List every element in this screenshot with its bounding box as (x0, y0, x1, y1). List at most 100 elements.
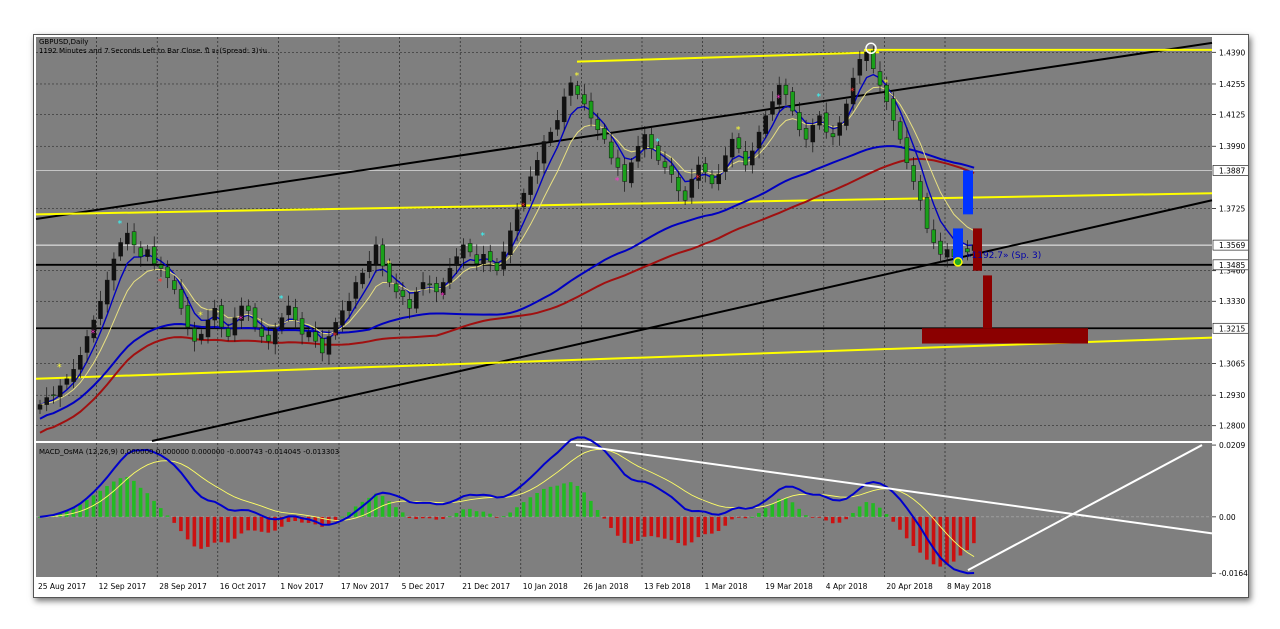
chart-canvas[interactable]: * * * * * * * * * * * * * * * * * * * * * 1.4390 1.4255 1.4125… (34, 35, 1248, 597)
candle-body (286, 305, 291, 316)
macd-hist-bar (508, 512, 512, 517)
y-tick-label: 1.3460 (1219, 267, 1245, 276)
target-zones (865, 42, 1088, 344)
candle-body (588, 100, 594, 119)
macd-hist-bar (669, 516, 674, 541)
macd-hist-bar (763, 508, 768, 517)
macd-hist-bar (710, 516, 714, 534)
candle-body (642, 134, 648, 150)
candle-body (51, 394, 56, 396)
candle-body (91, 319, 97, 339)
macd-panel[interactable] (36, 443, 1212, 577)
signal-star: * (118, 220, 123, 230)
signal-star: * (884, 79, 889, 89)
candle-body (938, 240, 943, 255)
y-tick-label: 1.3330 (1219, 297, 1245, 306)
macd-hist-bar (528, 497, 533, 517)
candle-body (333, 322, 338, 336)
candle-body (770, 101, 775, 115)
macd-hist-bar (945, 516, 949, 565)
macd-hist-bar (696, 516, 701, 538)
candle-body (844, 103, 849, 126)
candle-body (629, 162, 634, 184)
macd-hist-bar (293, 516, 297, 522)
macd-hist-bar (642, 516, 647, 537)
candle-body (205, 319, 211, 338)
candle-body (125, 232, 130, 245)
candle-body (407, 299, 412, 309)
macd-hist-bar (810, 516, 815, 518)
red-target-1 (973, 228, 982, 271)
level-tag (1212, 165, 1248, 176)
level-label: 1.3569 (1219, 241, 1245, 250)
macd-hist-bar (206, 516, 210, 547)
candle-body (279, 317, 285, 330)
candle-body (299, 318, 305, 335)
level-label: 1.3485 (1219, 261, 1245, 270)
candle-body (380, 244, 385, 267)
y-tick-label: 1.3990 (1219, 142, 1245, 151)
candle-body (212, 308, 217, 321)
candle-body (729, 138, 735, 158)
candle-body (467, 243, 473, 253)
macd-hist-bar (78, 504, 82, 517)
x-tick-label: 25 Aug 2017 (38, 582, 86, 591)
candle-body (481, 254, 486, 264)
candle-body (84, 336, 90, 353)
macd-hist-bar (58, 512, 62, 517)
candle-body (582, 94, 587, 105)
macd-hist-bar (716, 516, 721, 532)
macd-hist-bar (447, 516, 452, 518)
signal-star: * (91, 329, 96, 339)
macd-indicator (36, 436, 1213, 575)
candles (37, 45, 977, 414)
x-tick-label: 12 Sep 2017 (99, 582, 147, 591)
macd-hist-bar (461, 509, 465, 517)
signal-star: * (521, 202, 526, 212)
macd-hist-bar (918, 516, 922, 553)
candle-body (367, 261, 372, 272)
candle-body (145, 249, 150, 257)
macd-hist-bar (743, 516, 748, 519)
y-tick-label: 1.4255 (1219, 80, 1245, 89)
candle-body (918, 181, 923, 201)
candle-body (548, 131, 553, 142)
signal-star: * (776, 94, 781, 104)
macd-hist-bar (582, 492, 586, 517)
price-panel[interactable] (36, 37, 1212, 441)
current-price-marker (953, 257, 963, 267)
x-tick-label: 17 Nov 2017 (341, 582, 389, 591)
macd-hist-bar (750, 516, 754, 518)
macd-hist-bar (125, 477, 129, 517)
macd-hist-bar (609, 516, 613, 528)
candle-body (239, 305, 244, 321)
candle-body (528, 176, 533, 195)
macd-hist-bar (736, 516, 741, 518)
macd-y-tick-label: -0.01640 (1219, 569, 1248, 578)
macd-hist-bar (562, 483, 566, 517)
macd-hist-bar (656, 516, 660, 538)
signal-star: * (440, 291, 445, 301)
macd-hist-bar (394, 507, 398, 517)
candle-body (877, 71, 883, 86)
candle-body (293, 307, 298, 321)
candle-body (803, 128, 809, 140)
macd-hist-bar (790, 502, 795, 517)
macd-hist-bar (374, 493, 378, 517)
candle-body (37, 404, 43, 410)
macd-hist-bar (783, 498, 788, 517)
macd-hist-bar (347, 512, 351, 517)
upper-channel-line (35, 41, 1213, 221)
candle-body (474, 254, 480, 264)
ma-slow-blue (39, 145, 975, 420)
candle-body (669, 165, 674, 175)
macd-hist-bar (911, 516, 916, 547)
candle-body (655, 145, 661, 161)
candle-body (662, 161, 668, 168)
candle-body (104, 279, 110, 305)
candle-body (199, 333, 204, 341)
candle-body (965, 248, 970, 253)
signal-star: * (655, 137, 660, 147)
macd-hist-bar (662, 516, 667, 539)
candle-body (750, 150, 755, 166)
